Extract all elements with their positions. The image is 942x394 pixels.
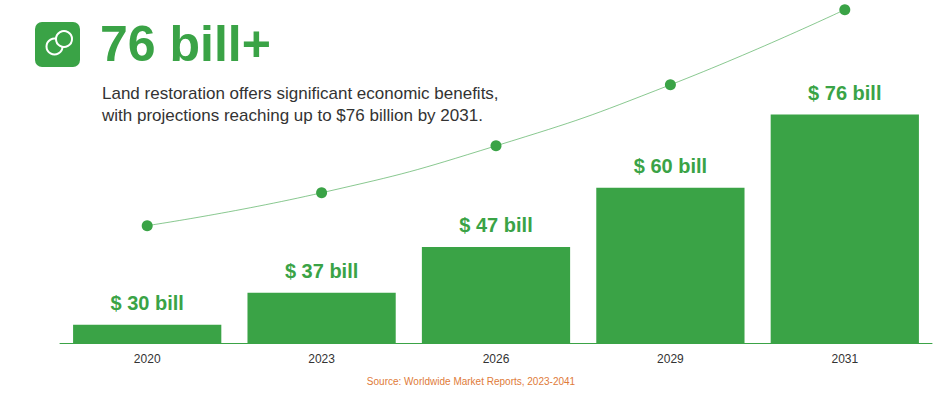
svg-text:Source: Worldwide Market Repor: Source: Worldwide Market Reports, 2023-2… <box>367 376 576 387</box>
svg-text:$ 37 bill: $ 37 bill <box>285 260 358 282</box>
svg-text:76 bill+: 76 bill+ <box>100 16 271 72</box>
svg-text:with projections reaching up t: with projections reaching up to $76 bill… <box>101 106 483 125</box>
svg-text:2020: 2020 <box>134 352 161 366</box>
svg-text:2029: 2029 <box>657 352 684 366</box>
svg-text:2026: 2026 <box>483 352 510 366</box>
svg-text:$ 47 bill: $ 47 bill <box>459 214 532 236</box>
svg-text:$ 60 bill: $ 60 bill <box>634 155 707 177</box>
svg-text:$ 30 bill: $ 30 bill <box>111 292 184 314</box>
svg-text:2031: 2031 <box>831 352 858 366</box>
svg-text:Land restoration offers signif: Land restoration offers significant econ… <box>102 84 499 103</box>
svg-text:$ 76 bill: $ 76 bill <box>808 82 881 104</box>
svg-text:2023: 2023 <box>308 352 335 366</box>
